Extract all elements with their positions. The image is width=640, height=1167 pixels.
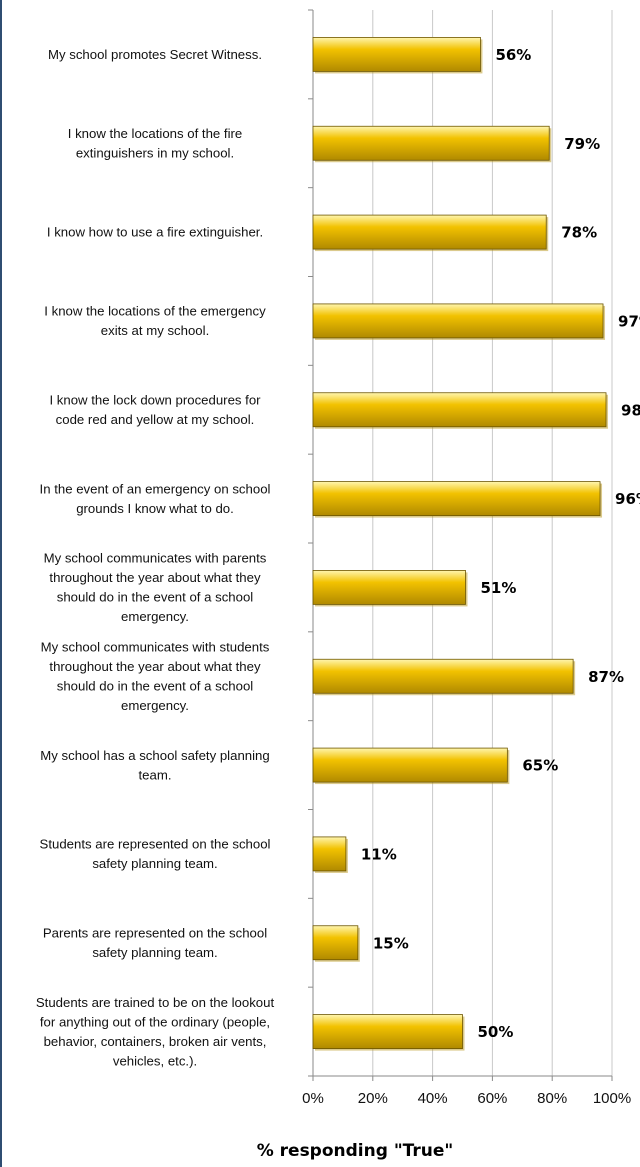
- value-label-8: 87%: [588, 668, 624, 686]
- bars: [312, 37, 609, 1051]
- category-label-line: throughout the year about what they: [49, 659, 261, 674]
- x-tick-labels: 0% 20% 40% 60% 80% 100%: [302, 1090, 631, 1107]
- category-label-6: In the event of an emergency on school gr…: [40, 481, 271, 515]
- bar-3: [312, 214, 547, 250]
- x-tick-label-80: 80%: [537, 1090, 567, 1107]
- value-label-2: 79%: [564, 135, 600, 153]
- bar-8: [312, 658, 574, 694]
- value-label-12: 50%: [478, 1023, 514, 1041]
- x-tick-label-20: 20%: [358, 1090, 388, 1107]
- category-label-line: In the event of an emergency on school: [40, 481, 271, 496]
- category-labels: My school promotes Secret Witness. I know…: [36, 47, 275, 1068]
- value-label-6: 96%: [615, 490, 640, 508]
- category-label-line: for anything out of the ordinary (people…: [40, 1014, 270, 1029]
- bar-10: [312, 836, 347, 872]
- value-label-4: 97%: [618, 312, 640, 330]
- category-label-line: throughout the year about what they: [49, 570, 261, 585]
- value-label-9: 65%: [522, 757, 558, 775]
- bar-1: [312, 37, 481, 72]
- category-label-line: grounds I know what to do.: [76, 501, 234, 516]
- x-tick-label-60: 60%: [477, 1090, 507, 1107]
- category-label-line: My school communicates with parents: [44, 551, 267, 566]
- value-label-5: 98%: [621, 401, 640, 419]
- category-label-line: Students are trained to be on the lookou…: [36, 995, 275, 1010]
- bar-11: [312, 925, 359, 961]
- bar-12: [312, 1014, 463, 1049]
- category-label-line: code red and yellow at my school.: [56, 412, 255, 427]
- category-label-line: emergency.: [121, 609, 189, 624]
- value-label-10: 11%: [361, 845, 397, 863]
- category-label-line: safety planning team.: [92, 856, 217, 871]
- category-label-line: Students are represented on the school: [40, 837, 271, 852]
- value-label-11: 15%: [373, 934, 409, 952]
- value-label-7: 51%: [480, 579, 516, 597]
- category-label-7: My school communicates with parents throu…: [44, 551, 267, 625]
- category-label-line: I know the locations of the emergency: [44, 304, 266, 319]
- x-axis-title: % responding "True": [257, 1141, 454, 1161]
- category-label-line: should do in the event of a school: [57, 590, 254, 605]
- category-label-4: I know the locations of the emergency exi…: [44, 304, 266, 339]
- category-label-line: My school has a school safety planning: [40, 748, 269, 763]
- value-label-3: 78%: [561, 224, 597, 242]
- category-label-10: Students are represented on the school sa…: [40, 837, 271, 872]
- axes: [308, 9, 613, 1081]
- bar-6: [312, 481, 601, 516]
- category-label-1: My school promotes Secret Witness.: [48, 47, 262, 62]
- category-label-8: My school communicates with students thro…: [41, 640, 270, 714]
- category-label-line: My school promotes Secret Witness.: [48, 47, 262, 62]
- x-tick-label-0: 0%: [302, 1090, 324, 1107]
- category-label-2: I know the locations of the fire extingui…: [68, 126, 242, 161]
- category-label-11: Parents are represented on the school saf…: [43, 926, 267, 961]
- value-labels: 56% 79% 78% 97% 98% 96% 51% 87% 65% 11% 15% 50%: [361, 46, 640, 1041]
- category-label-line: should do in the event of a school: [57, 679, 254, 694]
- category-label-line: My school communicates with students: [41, 640, 270, 655]
- bar-5: [312, 392, 607, 428]
- category-label-line: I know the lock down procedures for: [49, 393, 261, 408]
- category-label-line: team.: [139, 767, 172, 782]
- category-label-line: behavior, containers, broken air vents,: [44, 1034, 267, 1049]
- category-label-line: vehicles, etc.).: [113, 1053, 197, 1068]
- value-label-1: 56%: [495, 46, 531, 64]
- category-label-9: My school has a school safety planning te…: [40, 748, 269, 783]
- category-label-line: safety planning team.: [92, 945, 217, 960]
- bar-9: [312, 747, 508, 783]
- category-label-line: I know the locations of the fire: [68, 126, 242, 141]
- bar-2: [312, 125, 550, 161]
- category-label-5: I know the lock down procedures for code …: [49, 393, 261, 428]
- category-label-line: I know how to use a fire extinguisher.: [47, 225, 263, 240]
- gridlines: [372, 10, 613, 1076]
- category-label-12: Students are trained to be on the lookou…: [36, 995, 275, 1069]
- category-label-line: exits at my school.: [101, 323, 209, 338]
- bar-7: [312, 570, 466, 605]
- category-label-line: extinguishers in my school.: [76, 146, 234, 161]
- bar-4: [312, 303, 604, 339]
- category-label-line: emergency.: [121, 698, 189, 713]
- category-label-3: I know how to use a fire extinguisher.: [47, 225, 263, 240]
- x-tick-label-100: 100%: [593, 1090, 631, 1107]
- x-tick-label-40: 40%: [418, 1090, 448, 1107]
- category-label-line: Parents are represented on the school: [43, 926, 267, 941]
